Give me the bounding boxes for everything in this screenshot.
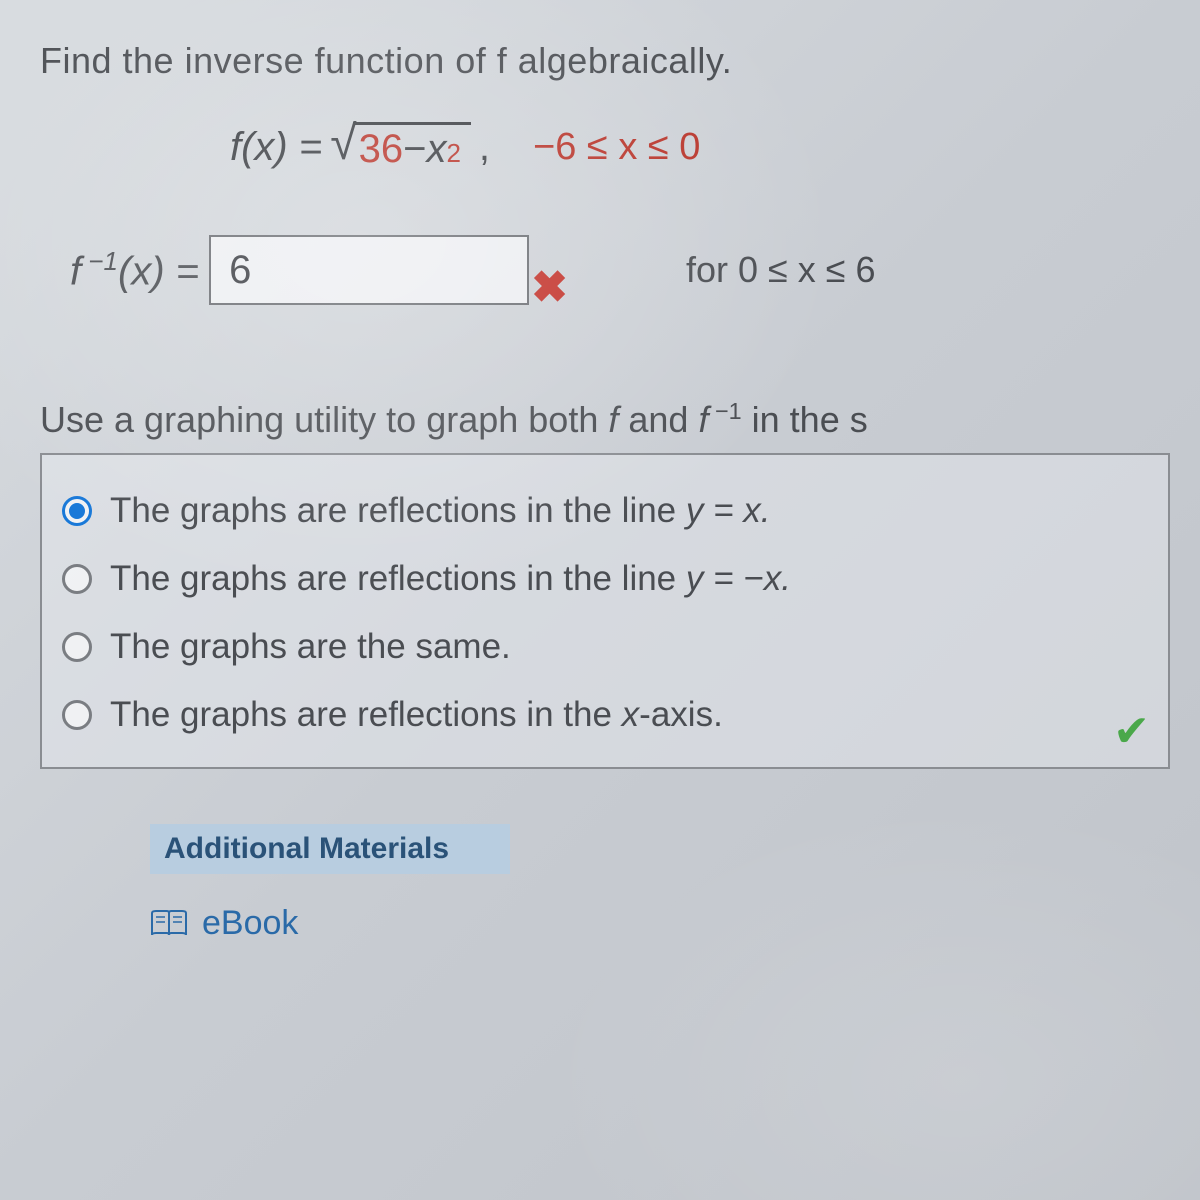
- comma: ,: [479, 125, 490, 170]
- minus: −: [403, 127, 426, 172]
- graph-prompt: Use a graphing utility to graph both f a…: [40, 398, 1200, 441]
- option-2-label: The graphs are reflections in the line y…: [110, 559, 791, 599]
- var-x: x: [426, 127, 446, 172]
- exp-2: 2: [446, 138, 460, 169]
- gp-finv-exp: −1: [708, 398, 741, 424]
- options-box: The graphs are reflections in the line y…: [40, 453, 1170, 769]
- opt1-prefix: The graphs are reflections in the line: [110, 491, 686, 530]
- prompt-text: Find the inverse function of f algebraic…: [40, 40, 732, 81]
- opt4-prefix: The graphs are reflections in the: [110, 695, 622, 734]
- ebook-link[interactable]: eBook: [150, 904, 1200, 943]
- opt2-prefix: The graphs are reflections in the line: [110, 559, 686, 598]
- gp-f: f: [608, 399, 618, 440]
- book-icon: [150, 909, 188, 939]
- opt2-eq: y = −x.: [686, 559, 791, 598]
- function-definition: f(x) = √ 36 − x 2 , −6 ≤ x ≤ 0: [230, 122, 1200, 172]
- opt4-axis: x: [622, 695, 640, 734]
- domain-restriction: −6 ≤ x ≤ 0: [533, 126, 700, 169]
- correct-icon: ✔: [1113, 706, 1150, 757]
- fx-lhs: f(x) =: [230, 125, 322, 170]
- answer-row: f −1(x) = ✖ for 0 ≤ x ≤ 6: [70, 227, 1200, 313]
- option-3-label: The graphs are the same.: [110, 627, 511, 667]
- gp-prefix: Use a graphing utility to graph both: [40, 399, 608, 440]
- answer-input[interactable]: [209, 235, 529, 305]
- radio-icon[interactable]: [62, 632, 92, 662]
- radio-icon[interactable]: [62, 700, 92, 730]
- option-2[interactable]: The graphs are reflections in the line y…: [62, 545, 1148, 613]
- question-prompt: Find the inverse function of f algebraic…: [40, 40, 1200, 82]
- radical-sign: √: [330, 120, 356, 168]
- finv-f: f: [70, 249, 81, 293]
- opt4-suffix: -axis.: [639, 695, 723, 734]
- gp-and: and: [618, 399, 698, 440]
- option-1[interactable]: The graphs are reflections in the line y…: [62, 477, 1148, 545]
- wrong-icon: ✖: [531, 262, 568, 313]
- radio-icon[interactable]: [62, 564, 92, 594]
- gp-suffix: in the s: [742, 399, 868, 440]
- option-4[interactable]: The graphs are reflections in the x-axis…: [62, 681, 1148, 749]
- finv-exp: −1: [81, 246, 118, 276]
- const-36: 36: [359, 127, 404, 172]
- option-4-label: The graphs are reflections in the x-axis…: [110, 695, 723, 735]
- opt1-eq: y = x.: [686, 491, 771, 530]
- radicand: 36 − x 2: [353, 122, 471, 172]
- finv-paren: (x) =: [118, 249, 199, 293]
- additional-header: Additional Materials: [150, 824, 510, 874]
- option-1-label: The graphs are reflections in the line y…: [110, 491, 771, 531]
- ebook-label: eBook: [202, 904, 298, 943]
- inverse-domain: for 0 ≤ x ≤ 6: [686, 249, 876, 291]
- radio-selected-icon[interactable]: [62, 496, 92, 526]
- finv-label: f −1(x) =: [70, 246, 199, 294]
- additional-materials: Additional Materials eBook: [150, 824, 1200, 943]
- sqrt-expression: √ 36 − x 2: [330, 122, 471, 172]
- gp-finv-f: f: [698, 399, 708, 440]
- option-3[interactable]: The graphs are the same.: [62, 613, 1148, 681]
